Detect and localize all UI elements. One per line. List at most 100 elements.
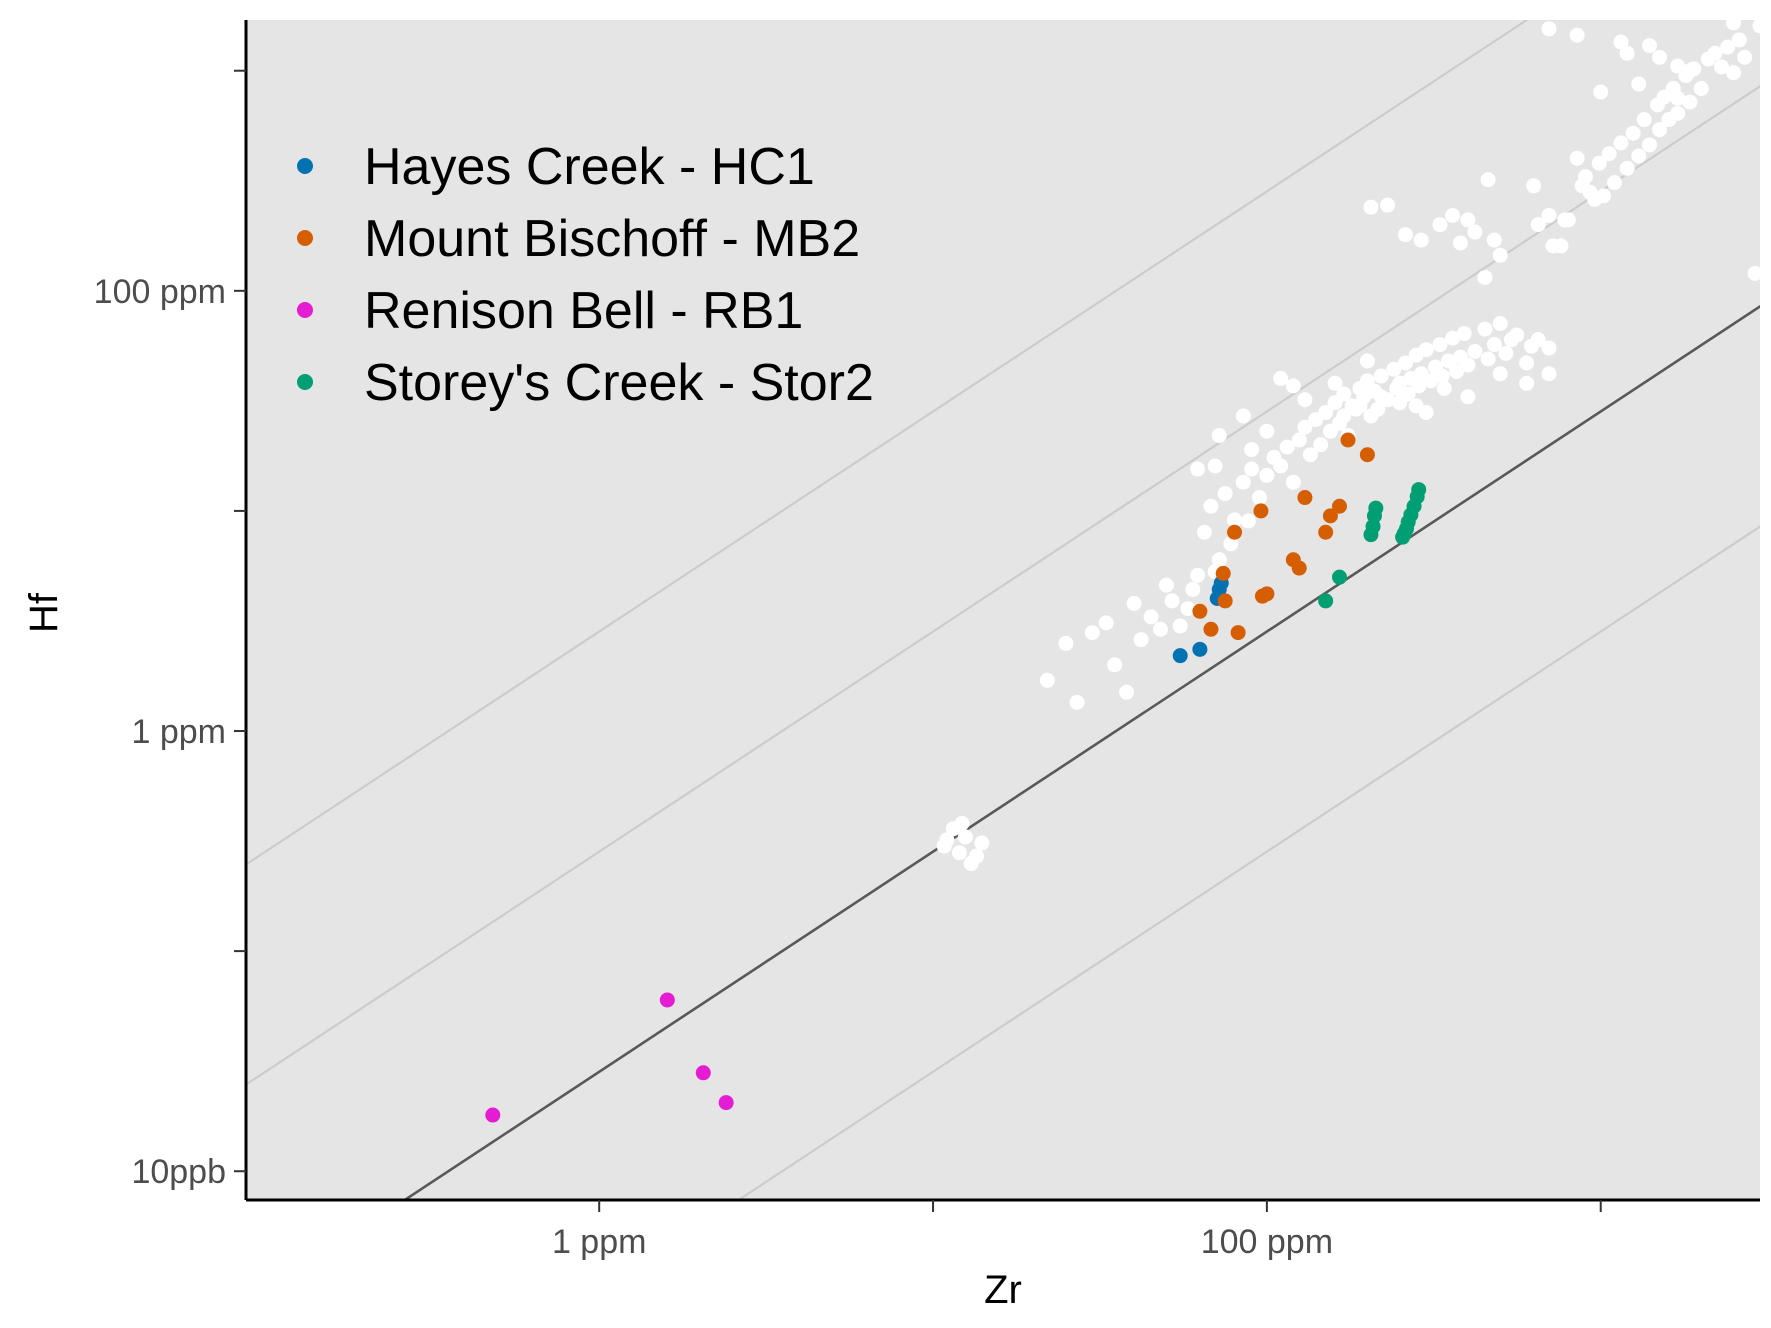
background-point bbox=[1180, 601, 1196, 617]
y-axis-ticks: 100 ppm 1 ppm 10ppb bbox=[94, 69, 246, 1191]
data-point bbox=[1253, 503, 1269, 519]
data-point bbox=[1340, 432, 1356, 448]
background-point bbox=[1569, 150, 1585, 166]
background-point bbox=[1593, 84, 1609, 100]
background-point bbox=[1158, 577, 1174, 593]
background-point bbox=[1682, 63, 1698, 79]
background-point bbox=[1279, 439, 1295, 455]
background-point bbox=[1460, 212, 1476, 228]
background-point bbox=[1726, 65, 1742, 81]
background-point bbox=[1642, 137, 1658, 153]
background-point bbox=[1642, 38, 1658, 54]
x-axis-title: Zr bbox=[984, 1268, 1022, 1312]
background-point bbox=[1039, 672, 1055, 688]
background-point bbox=[1707, 45, 1723, 61]
background-point bbox=[1619, 45, 1635, 61]
background-point bbox=[1737, 49, 1753, 65]
background-point bbox=[1418, 405, 1434, 421]
data-point bbox=[1331, 498, 1347, 514]
background-point bbox=[1456, 325, 1472, 341]
data-point bbox=[1318, 524, 1334, 540]
background-point bbox=[1460, 357, 1476, 373]
data-point bbox=[1227, 524, 1243, 540]
background-point bbox=[1619, 160, 1635, 176]
background-point bbox=[1652, 49, 1668, 65]
data-point bbox=[1291, 560, 1307, 576]
data-point bbox=[1359, 447, 1375, 463]
background-point bbox=[1720, 39, 1736, 55]
background-point bbox=[974, 835, 990, 851]
data-point bbox=[1368, 500, 1384, 516]
background-point bbox=[1143, 609, 1159, 625]
background-point bbox=[1235, 474, 1251, 490]
data-point bbox=[718, 1095, 734, 1111]
series-renison-bell-rb1 bbox=[485, 992, 734, 1123]
data-point bbox=[1217, 593, 1233, 609]
background-point bbox=[1363, 199, 1379, 215]
data-point bbox=[1297, 490, 1313, 506]
y-tick-label: 100 ppm bbox=[94, 273, 226, 311]
background-point bbox=[1259, 467, 1275, 483]
data-point bbox=[1192, 641, 1208, 657]
legend-key bbox=[297, 374, 313, 390]
legend-item-storey-s-creek-stor2: Storey's Creek - Stor2 bbox=[297, 354, 874, 412]
background-point bbox=[954, 816, 970, 832]
background-point bbox=[1380, 197, 1396, 213]
data-point bbox=[1259, 586, 1275, 602]
legend-label: Storey's Creek - Stor2 bbox=[364, 354, 874, 412]
background-point bbox=[1436, 380, 1452, 396]
background-point bbox=[1133, 632, 1149, 648]
y-tick-label: 1 ppm bbox=[132, 713, 227, 751]
data-points bbox=[485, 20, 1760, 1123]
background-point bbox=[1449, 363, 1465, 379]
x-tick-label: 1 ppm bbox=[552, 1223, 647, 1261]
background-point bbox=[1752, 20, 1760, 34]
series-mount-bischoff-mb2 bbox=[1192, 432, 1375, 641]
background-point bbox=[1273, 458, 1289, 474]
background-point bbox=[1185, 581, 1201, 597]
background-point bbox=[1713, 59, 1729, 75]
background-point bbox=[1211, 428, 1227, 444]
background-point bbox=[1297, 419, 1313, 435]
background-point bbox=[1302, 447, 1318, 463]
background-point bbox=[1190, 567, 1206, 583]
background-point bbox=[1670, 58, 1686, 74]
background-point bbox=[1397, 355, 1413, 371]
background-point bbox=[1631, 76, 1647, 92]
background-point bbox=[1098, 615, 1114, 631]
background-point bbox=[1386, 361, 1402, 377]
background-point bbox=[1223, 536, 1239, 552]
background-point bbox=[1670, 105, 1686, 121]
legend-item-renison-bell-rb1: Renison Bell - RB1 bbox=[297, 282, 803, 340]
background-point bbox=[1058, 635, 1074, 651]
background-point bbox=[1631, 148, 1647, 164]
background-point bbox=[1434, 368, 1450, 384]
background-point bbox=[1207, 458, 1223, 474]
background-point bbox=[1541, 21, 1557, 37]
background-point bbox=[1747, 265, 1760, 281]
background-point bbox=[1613, 135, 1629, 151]
background-point bbox=[1596, 188, 1612, 204]
background-point bbox=[1613, 34, 1629, 50]
background-point bbox=[1601, 146, 1617, 162]
data-point bbox=[1215, 565, 1231, 581]
data-point bbox=[1203, 621, 1219, 637]
legend-label: Mount Bischoff - MB2 bbox=[364, 210, 860, 268]
background-point bbox=[1726, 20, 1742, 31]
background-point bbox=[1172, 618, 1188, 634]
background-point bbox=[1553, 238, 1569, 254]
background-point bbox=[1467, 224, 1483, 240]
background-point bbox=[1509, 327, 1525, 343]
background-point bbox=[1352, 398, 1368, 414]
background-point bbox=[1569, 27, 1585, 43]
background-point bbox=[1152, 621, 1168, 637]
series-background bbox=[936, 20, 1760, 872]
background-point bbox=[1336, 408, 1352, 424]
background-point bbox=[1084, 625, 1100, 641]
background-point bbox=[1411, 378, 1427, 394]
background-point bbox=[1577, 169, 1593, 185]
ratio-line-x100 bbox=[246, 20, 1529, 866]
